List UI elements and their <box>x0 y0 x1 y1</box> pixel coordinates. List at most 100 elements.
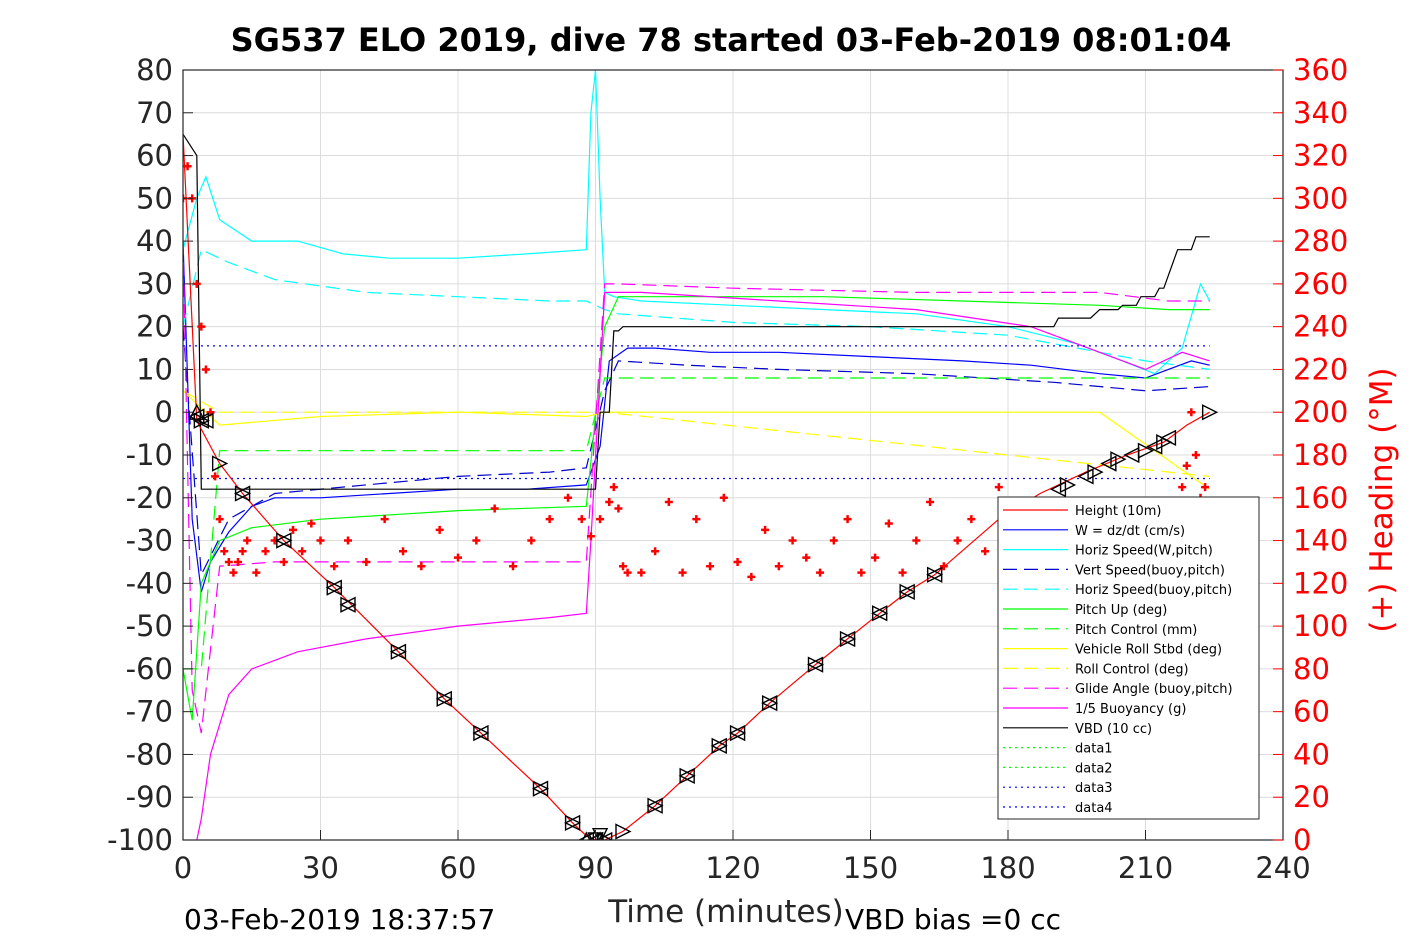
heading-marker <box>953 536 962 545</box>
heading-marker <box>234 557 242 566</box>
heading-marker <box>605 498 614 507</box>
heading-marker <box>472 536 481 545</box>
right-tick-label: 280 <box>1293 224 1348 258</box>
heading-marker <box>454 553 462 562</box>
right-tick-label: 120 <box>1293 566 1348 600</box>
right-tick-label: 320 <box>1293 139 1348 173</box>
legend-label: VBD (10 cc) <box>1075 722 1152 737</box>
heading-marker <box>774 562 783 571</box>
heading-marker <box>871 553 880 562</box>
legend: Height (10m) W = dz/dt (cm/s) Horiz Speed(… <box>997 496 1260 820</box>
right-tick-label: 160 <box>1293 481 1348 515</box>
heading-marker <box>926 498 935 507</box>
heading-marker <box>857 568 866 577</box>
legend-box <box>997 496 1260 820</box>
dive-marker <box>678 767 695 784</box>
climb-marker <box>211 455 229 472</box>
legend-label: data1 <box>1075 742 1113 757</box>
right-axis-label: (+) Heading (°M) <box>1364 367 1400 632</box>
heading-marker <box>623 568 632 577</box>
dive-marker <box>435 690 452 707</box>
legend-label: W = dz/dt (cm/s) <box>1075 524 1185 539</box>
right-tick-label: 180 <box>1293 438 1348 472</box>
climb-marker <box>1201 404 1219 421</box>
x-tick-label: 240 <box>1255 851 1310 885</box>
climb-marker <box>615 823 632 840</box>
y-tick-label: -40 <box>126 566 173 600</box>
right-tick-label: 260 <box>1293 267 1348 301</box>
heading-marker <box>564 493 572 502</box>
right-tick-label: 200 <box>1293 395 1348 429</box>
heading-marker <box>1178 483 1187 492</box>
footer-vbd-bias: VBD bias =0 cc <box>845 903 1061 936</box>
heading-marker <box>619 562 627 571</box>
heading-marker <box>380 515 389 524</box>
dive-marker <box>839 630 856 648</box>
x-tick-label: 60 <box>440 851 477 885</box>
heading-marker <box>183 162 192 171</box>
dive-marker <box>898 583 915 601</box>
plot-content <box>183 70 1219 840</box>
heading-marker <box>1182 461 1191 470</box>
heading-marker <box>417 562 426 571</box>
heading-marker <box>289 525 297 534</box>
dive-marker <box>577 831 595 840</box>
dive-marker <box>1100 455 1117 472</box>
x-tick-label: 210 <box>1118 851 1173 885</box>
heading-marker <box>252 568 261 577</box>
y-tick-label: 60 <box>136 139 173 173</box>
heading-marker <box>733 557 742 566</box>
dive-marker <box>1146 438 1163 455</box>
y-tick-label: 10 <box>136 352 173 386</box>
y-tick-label: -50 <box>126 609 173 643</box>
heading-marker <box>279 557 288 566</box>
heading-marker <box>344 536 352 545</box>
dive-marker <box>1049 481 1067 498</box>
heading-marker <box>362 557 371 566</box>
series-line <box>183 390 1211 490</box>
dive-marker <box>192 412 210 429</box>
y-tick-label: 70 <box>136 96 173 130</box>
heading-marker <box>637 568 646 577</box>
y-tick-label: 80 <box>136 53 173 87</box>
dive-marker <box>531 780 549 797</box>
legend-items: Height (10m) W = dz/dt (cm/s) Horiz Speed(… <box>1003 504 1233 816</box>
right-tick-label: 100 <box>1293 609 1348 643</box>
dive-marker <box>472 724 489 742</box>
series-line <box>183 390 1210 477</box>
legend-label: data2 <box>1075 761 1113 776</box>
heading-marker <box>802 553 811 562</box>
legend-label: Vehicle Roll Stbd (deg) <box>1075 643 1222 658</box>
heading-marker <box>761 525 770 534</box>
dive-marker <box>646 797 663 814</box>
legend-label: Horiz Speed(buoy,pitch) <box>1075 583 1232 598</box>
heading-marker <box>843 515 852 524</box>
legend-label: 1/5 Buoyancy (g) <box>1075 702 1186 717</box>
dive-marker <box>1077 468 1094 485</box>
right-tick-label: 140 <box>1293 524 1348 558</box>
heading-marker <box>545 515 554 524</box>
heading-marker <box>586 532 595 541</box>
series-line <box>183 133 1210 490</box>
heading-marker <box>829 536 838 545</box>
heading-marker <box>238 547 247 556</box>
series-line <box>183 241 1210 593</box>
y-tick-label: 50 <box>136 181 173 215</box>
heading-marker <box>316 536 325 545</box>
right-tick-label: 40 <box>1293 737 1330 771</box>
heading-marker <box>939 562 948 571</box>
heading-marker <box>229 568 238 577</box>
right-tick-label: 0 <box>1293 823 1311 857</box>
heading-marker <box>527 536 536 545</box>
dive-marker <box>871 605 888 622</box>
x-tick-label: 90 <box>577 851 614 885</box>
y-tick-label: -10 <box>126 438 173 472</box>
dive-marker <box>596 831 613 840</box>
x-tick-label: 150 <box>843 851 898 885</box>
heading-marker <box>1187 408 1196 417</box>
heading-marker <box>298 547 307 556</box>
dive-marker <box>729 724 746 742</box>
dive-marker <box>197 412 214 429</box>
y-tick-label: 40 <box>136 224 173 258</box>
series-line <box>196 291 1210 840</box>
